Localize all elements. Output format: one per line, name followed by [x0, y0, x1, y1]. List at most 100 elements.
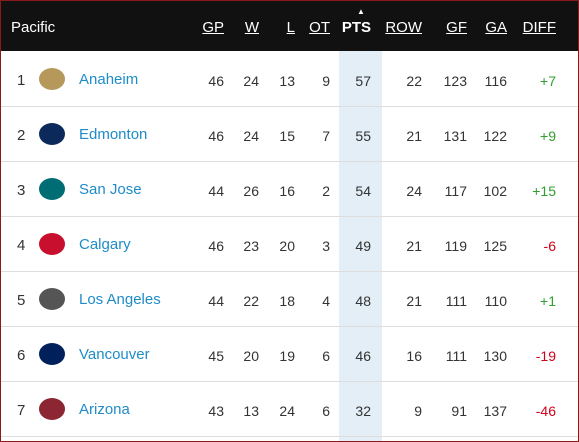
stat: 20	[243, 348, 259, 364]
rank: 7	[17, 402, 26, 419]
team-row: 5 Los Angeles 44 22 18 4 48 21 111 110 +1	[1, 272, 578, 327]
diff: +9	[540, 128, 556, 144]
stat: 54	[355, 183, 371, 199]
stat: 22	[243, 293, 259, 309]
stat: 16	[406, 348, 422, 364]
stat: 13	[279, 73, 295, 89]
team-name[interactable]: San Jose	[79, 181, 142, 198]
column-header[interactable]: PTS	[341, 19, 371, 36]
stat: 24	[406, 183, 422, 199]
stat: 45	[208, 348, 224, 364]
stat: 6	[322, 403, 330, 419]
stat: 13	[243, 403, 259, 419]
stat: 24	[243, 73, 259, 89]
stat: 21	[406, 238, 422, 254]
team-row: 6 Vancouver 45 20 19 6 46 16 111 130 -19	[1, 327, 578, 382]
column-header[interactable]: GA	[485, 19, 507, 36]
stat: 21	[406, 293, 422, 309]
team-name[interactable]: Edmonton	[79, 126, 148, 143]
stat: 91	[451, 403, 467, 419]
stat: 137	[483, 403, 507, 419]
stat: 117	[444, 183, 467, 199]
team-logo	[39, 68, 65, 90]
team-logo	[39, 398, 65, 420]
stat: 131	[443, 128, 467, 144]
sorted-column	[339, 51, 382, 441]
stat: 44	[208, 293, 224, 309]
stat: 18	[279, 293, 295, 309]
stat: 4	[322, 293, 330, 309]
team-name[interactable]: Los Angeles	[79, 291, 161, 308]
stat: 111	[445, 293, 467, 309]
stat: 16	[279, 183, 295, 199]
rank: 6	[17, 347, 26, 364]
sort-arrow: ▲	[357, 7, 365, 16]
team-logo	[39, 178, 65, 200]
column-header[interactable]: W	[244, 19, 259, 36]
column-header[interactable]: GP	[202, 19, 224, 36]
rank: 5	[17, 292, 26, 309]
division-title: Pacific	[11, 19, 56, 36]
stat: 15	[279, 128, 295, 144]
team-logo	[39, 233, 65, 255]
stat: 32	[355, 403, 371, 419]
diff: +1	[540, 293, 556, 309]
rank: 3	[17, 182, 26, 199]
column-header[interactable]: OT	[309, 19, 330, 36]
header-bar: Pacific GP W L OT PTS ▲ ROW GF GA DIFF	[1, 1, 578, 51]
stat: 24	[243, 128, 259, 144]
team-row: 7 Arizona 43 13 24 6 32 9 91 137 -46	[1, 382, 578, 437]
stat: 48	[355, 293, 371, 309]
stat: 46	[208, 128, 224, 144]
stat: 46	[355, 348, 371, 364]
team-name[interactable]: Anaheim	[79, 71, 139, 88]
diff: +15	[532, 183, 556, 199]
stat: 23	[243, 238, 259, 254]
team-row: 2 Edmonton 46 24 15 7 55 21 131 122 +9	[1, 107, 578, 162]
diff: -19	[535, 348, 556, 364]
stat: 130	[483, 348, 507, 364]
stat: 110	[484, 293, 507, 309]
stat: 9	[414, 403, 422, 419]
stat: 125	[483, 238, 507, 254]
stat: 2	[322, 183, 330, 199]
stat: 7	[322, 128, 330, 144]
stat: 24	[279, 403, 295, 419]
team-row: 3 San Jose 44 26 16 2 54 24 117 102 +15	[1, 162, 578, 217]
stat: 44	[208, 183, 224, 199]
column-header[interactable]: GF	[446, 19, 467, 36]
stat: 3	[322, 238, 330, 254]
stat: 122	[483, 128, 507, 144]
diff: +7	[540, 73, 556, 89]
column-header[interactable]: ROW	[385, 19, 422, 36]
team-row: 4 Calgary 46 23 20 3 49 21 119 125 -6	[1, 217, 578, 272]
team-logo	[39, 288, 65, 310]
rank: 2	[17, 127, 26, 144]
stat: 21	[406, 128, 422, 144]
team-name[interactable]: Vancouver	[79, 346, 150, 363]
stat: 26	[243, 183, 259, 199]
team-name[interactable]: Arizona	[79, 401, 130, 418]
stat: 57	[355, 73, 371, 89]
diff: -46	[535, 403, 556, 419]
team-logo	[39, 343, 65, 365]
team-name[interactable]: Calgary	[79, 236, 131, 253]
column-header[interactable]: DIFF	[522, 19, 556, 36]
stat: 46	[208, 238, 224, 254]
stat: 49	[355, 238, 371, 254]
stat: 111	[445, 348, 467, 364]
stat: 55	[355, 128, 371, 144]
stat: 116	[484, 73, 507, 89]
stat: 6	[322, 348, 330, 364]
rank: 4	[17, 237, 26, 254]
diff: -6	[543, 238, 556, 254]
team-row: 1 Anaheim 46 24 13 9 57 22 123 116 +7	[1, 52, 578, 107]
stat: 20	[279, 238, 295, 254]
stat: 119	[444, 238, 467, 254]
column-header[interactable]: L	[286, 19, 295, 36]
team-logo	[39, 123, 65, 145]
stat: 123	[443, 73, 467, 89]
rank: 1	[17, 72, 26, 89]
stat: 46	[208, 73, 224, 89]
